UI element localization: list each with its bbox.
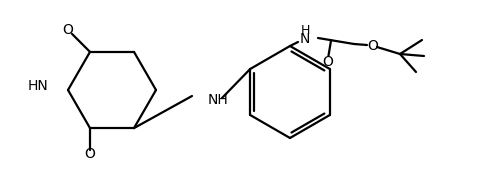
Text: O: O xyxy=(322,55,333,69)
Text: O: O xyxy=(84,147,96,161)
Text: H: H xyxy=(300,23,310,37)
Text: N: N xyxy=(300,32,310,46)
Text: NH: NH xyxy=(208,93,229,107)
Text: O: O xyxy=(62,23,74,37)
Text: HN: HN xyxy=(27,79,48,93)
Text: O: O xyxy=(368,39,378,53)
